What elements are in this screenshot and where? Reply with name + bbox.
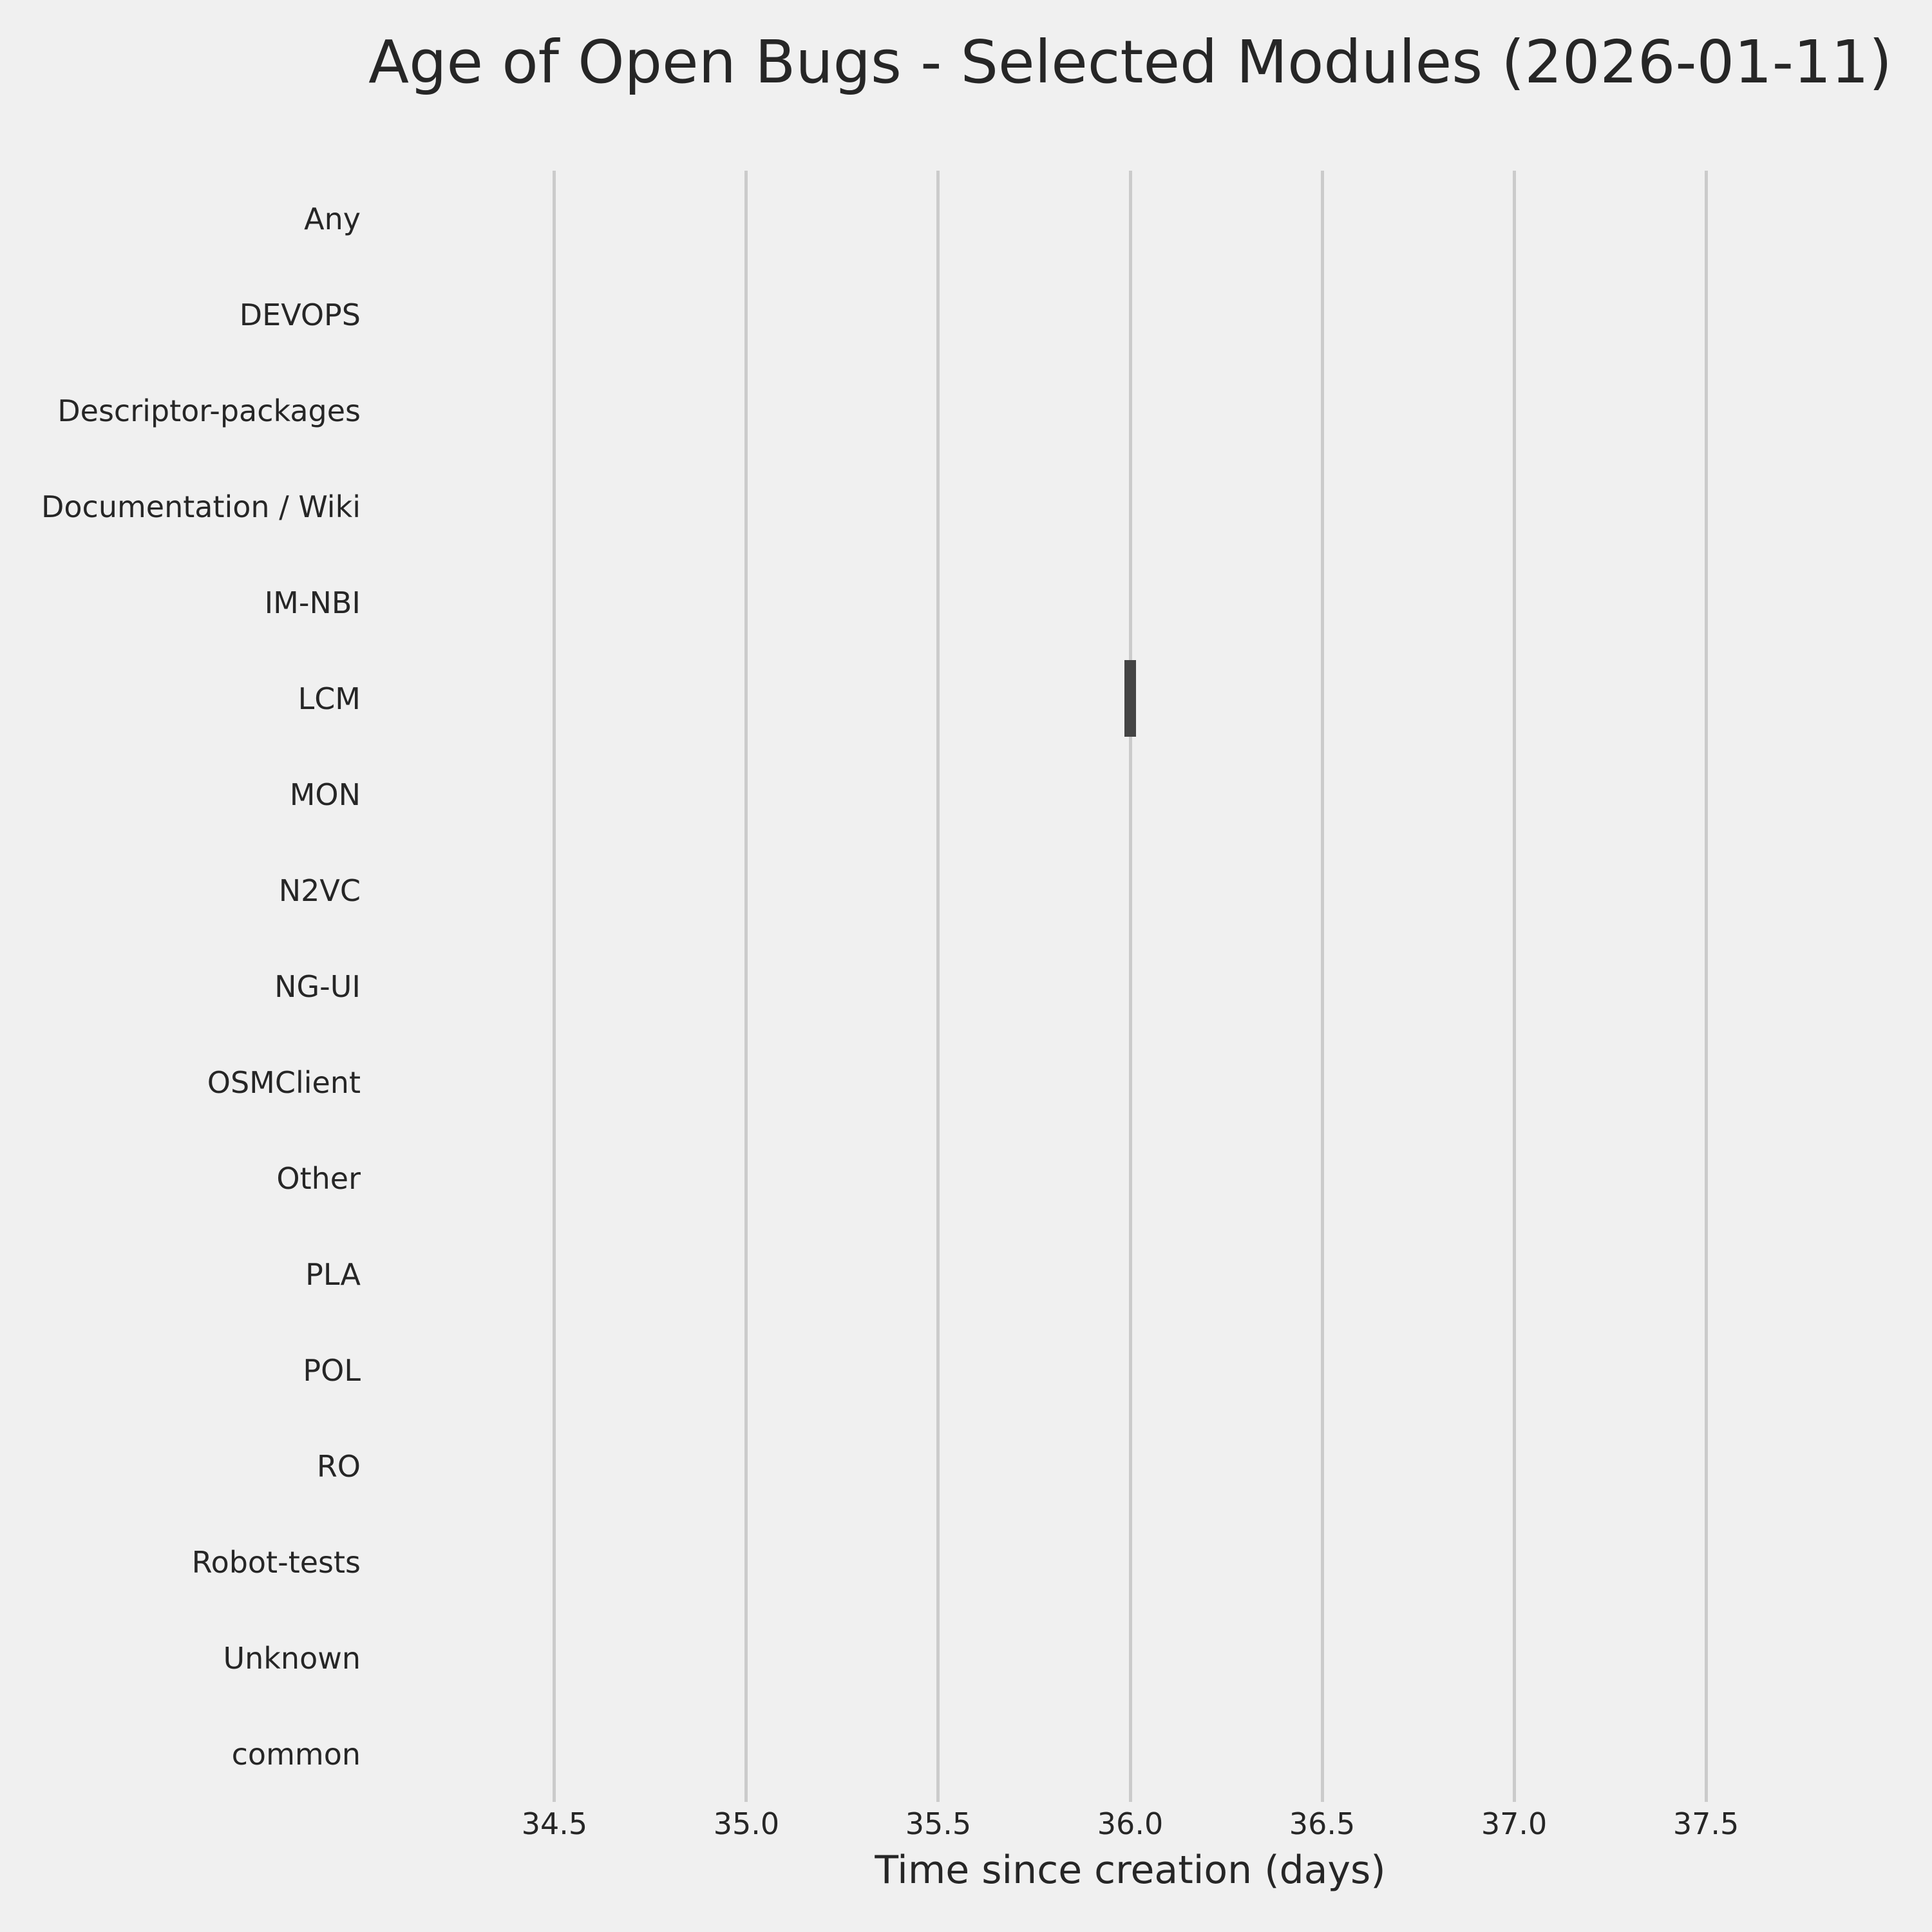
y-tick-label-common: common	[231, 1736, 361, 1772]
bar-lcm	[1124, 659, 1136, 737]
x-tick-label-37.0: 37.0	[1481, 1806, 1548, 1841]
gridline-36.5	[1320, 171, 1324, 1802]
x-tick-label-34.5: 34.5	[521, 1806, 588, 1841]
y-tick-label-ro: RO	[316, 1448, 361, 1484]
y-tick-label-documentation-wiki: Documentation / Wiki	[41, 489, 361, 524]
chart-title: Age of Open Bugs - Selected Modules (202…	[368, 28, 1892, 97]
y-tick-label-unknown: Unknown	[223, 1640, 361, 1676]
y-tick-label-any: Any	[304, 201, 361, 236]
y-tick-label-n2vc: N2VC	[278, 873, 361, 908]
y-tick-label-ng-ui: NG-UI	[274, 969, 361, 1004]
gridline-35.0	[744, 171, 748, 1802]
y-tick-label-im-nbi: IM-NBI	[264, 585, 361, 620]
gridline-36.0	[1128, 171, 1132, 1802]
x-tick-label-36.0: 36.0	[1097, 1806, 1164, 1841]
gridline-37.5	[1704, 171, 1708, 1802]
x-axis-label: Time since creation (days)	[875, 1848, 1386, 1893]
y-tick-label-mon: MON	[289, 777, 361, 812]
gridline-34.5	[553, 171, 556, 1802]
y-tick-label-descriptor-packages: Descriptor-packages	[57, 393, 361, 428]
gridline-37.0	[1512, 171, 1516, 1802]
y-tick-label-osmclient: OSMClient	[207, 1065, 361, 1100]
x-tick-label-37.5: 37.5	[1672, 1806, 1739, 1841]
y-tick-label-pol: POL	[303, 1352, 361, 1388]
y-tick-label-pla: PLA	[305, 1256, 361, 1292]
x-tick-label-35.0: 35.0	[713, 1806, 780, 1841]
x-tick-label-35.5: 35.5	[905, 1806, 972, 1841]
y-tick-label-robot-tests: Robot-tests	[191, 1544, 361, 1580]
y-tick-label-lcm: LCM	[298, 681, 361, 716]
y-tick-label-devops: DEVOPS	[239, 297, 361, 332]
gridline-35.5	[936, 171, 940, 1802]
y-tick-label-other: Other	[276, 1160, 361, 1196]
x-tick-label-36.5: 36.5	[1289, 1806, 1356, 1841]
